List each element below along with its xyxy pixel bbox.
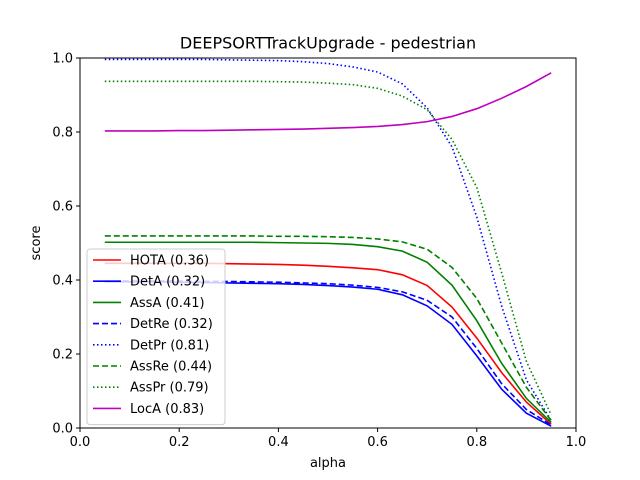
legend-label-0: HOTA (0.36) — [130, 254, 209, 269]
y-tick-label: 1.0 — [52, 52, 73, 67]
x-tick-label: 0.0 — [70, 435, 91, 450]
plot-frame — [79, 57, 577, 429]
y-tick-label: 0.2 — [52, 348, 73, 363]
x-tick-label: 0.6 — [367, 435, 388, 450]
legend: HOTA (0.36) DetA (0.32) AssA (0.41) DetRe (… — [86, 248, 226, 426]
legend-label-7: LocA (0.83) — [130, 402, 204, 417]
x-axis-label: alpha — [310, 456, 346, 471]
y-tick-label: 0.8 — [52, 126, 73, 141]
series-line-6 — [104, 80, 552, 416]
x-tick-label: 1.0 — [566, 435, 587, 450]
legend-label-3: DetRe (0.32) — [130, 317, 213, 332]
legend-label-5: AssRe (0.44) — [130, 360, 212, 375]
x-axis: 0.0 0.2 0.4 0.6 0.8 1.0 — [70, 428, 587, 450]
legend-label-1: DetA (0.32) — [130, 275, 205, 290]
legend-label-6: AssPr (0.79) — [130, 381, 209, 396]
legend-label-2: AssA (0.41) — [130, 296, 205, 311]
y-tick-label: 0.6 — [52, 200, 73, 215]
legend-label-4: DetPr (0.81) — [130, 338, 209, 353]
y-tick-label: 0.4 — [52, 274, 73, 289]
series-line-7 — [104, 72, 552, 132]
series-line-5 — [104, 235, 552, 422]
chart-title: DEEPSORTTrackUpgrade - pedestrian — [180, 34, 476, 53]
y-axis: 0.0 0.2 0.4 0.6 0.8 1.0 — [52, 52, 80, 437]
y-axis-label: score — [29, 226, 44, 261]
series-line-4 — [104, 58, 552, 422]
y-tick-label: 0.0 — [52, 422, 73, 437]
x-tick-label: 0.4 — [268, 435, 289, 450]
series-line-2 — [104, 241, 552, 424]
x-tick-label: 0.8 — [466, 435, 487, 450]
legend-box — [86, 248, 226, 426]
x-tick-label: 0.2 — [169, 435, 190, 450]
